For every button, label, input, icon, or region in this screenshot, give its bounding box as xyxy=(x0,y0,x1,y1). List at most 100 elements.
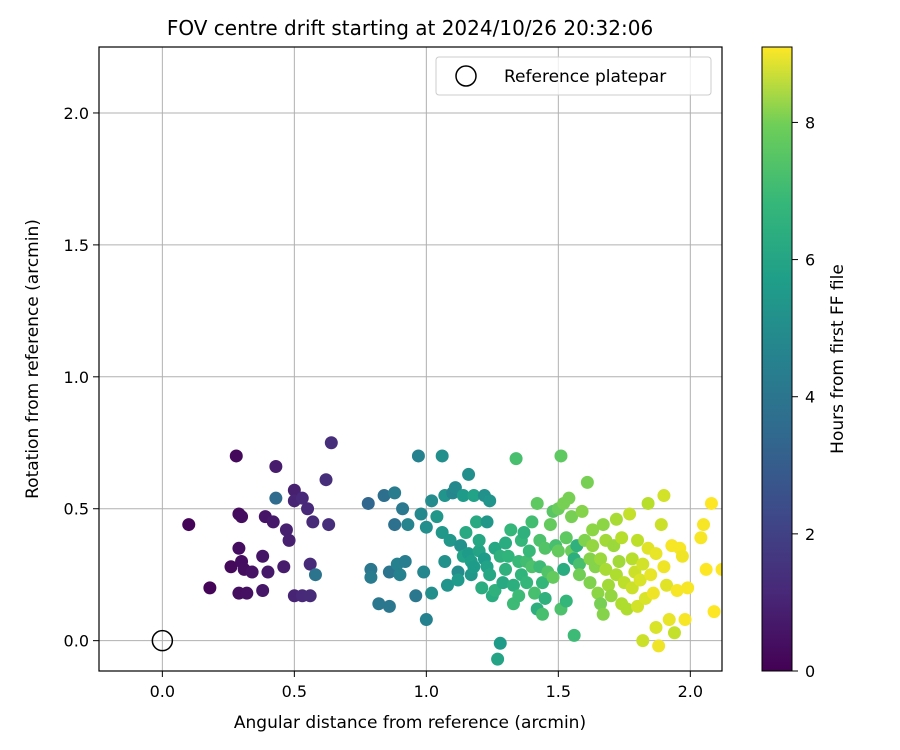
x-tick-label: 0.0 xyxy=(150,682,175,701)
data-point xyxy=(591,586,605,600)
data-point xyxy=(303,589,317,603)
data-point xyxy=(454,539,468,553)
data-point xyxy=(649,547,663,561)
data-point xyxy=(435,525,449,539)
plot-frame xyxy=(98,46,723,672)
data-point xyxy=(245,565,259,579)
data-point xyxy=(631,599,645,613)
data-point xyxy=(543,518,557,532)
data-point xyxy=(525,515,539,529)
colorbar-gradient xyxy=(761,46,793,672)
legend-label: Reference platepar xyxy=(504,67,666,87)
data-point xyxy=(501,549,515,563)
data-point xyxy=(240,586,254,600)
data-point xyxy=(652,639,666,653)
data-point xyxy=(704,496,718,510)
data-point xyxy=(235,510,249,524)
data-point xyxy=(440,578,454,592)
data-point xyxy=(364,570,378,584)
data-point xyxy=(609,512,623,526)
x-axis-ticks: 0.0 0.5 1.0 1.5 2.0 xyxy=(150,671,703,701)
data-point xyxy=(599,562,613,576)
data-point xyxy=(499,536,513,550)
data-point xyxy=(496,576,510,590)
data-point xyxy=(382,565,396,579)
data-point xyxy=(483,494,497,508)
data-point xyxy=(469,515,483,529)
data-point xyxy=(279,523,293,537)
data-point xyxy=(182,518,196,532)
legend-box xyxy=(435,56,712,96)
data-point xyxy=(319,473,333,487)
y-tick-label: 1.5 xyxy=(64,236,89,255)
data-point xyxy=(562,491,576,505)
data-point xyxy=(491,652,505,666)
data-point xyxy=(517,525,531,539)
colorbar-tick-label: 2 xyxy=(805,525,815,544)
data-point xyxy=(594,552,608,566)
data-point xyxy=(322,518,336,532)
y-tick-label: 0.5 xyxy=(64,500,89,519)
data-point xyxy=(438,555,452,569)
colorbar-tick-label: 8 xyxy=(805,113,815,132)
data-point xyxy=(660,578,674,592)
data-point xyxy=(612,555,626,569)
data-point xyxy=(559,594,573,608)
data-point xyxy=(411,449,425,463)
data-point xyxy=(580,475,594,489)
data-point xyxy=(636,634,650,648)
legend: Reference platepar xyxy=(435,56,712,96)
y-tick-label: 2.0 xyxy=(64,104,89,123)
data-point xyxy=(261,565,275,579)
data-point xyxy=(633,573,647,587)
data-point xyxy=(596,518,610,532)
data-point xyxy=(675,549,689,563)
colorbar: 0 2 4 6 8 Hours from first FF file xyxy=(761,46,848,681)
data-point xyxy=(483,568,497,582)
data-point xyxy=(654,518,668,532)
x-tick-label: 1.0 xyxy=(414,682,439,701)
data-point xyxy=(435,449,449,463)
data-point xyxy=(256,549,270,563)
data-point xyxy=(572,568,586,582)
data-point xyxy=(646,586,660,600)
data-point xyxy=(277,560,291,574)
colorbar-tick-label: 0 xyxy=(805,662,815,681)
y-axis-ticks: 0.0 0.5 1.0 1.5 2.0 xyxy=(64,104,99,651)
x-tick-label: 1.5 xyxy=(546,682,571,701)
y-tick-label: 1.0 xyxy=(64,368,89,387)
data-point xyxy=(604,589,618,603)
data-point xyxy=(229,449,243,463)
data-point xyxy=(266,515,280,529)
data-point xyxy=(586,523,600,537)
data-point xyxy=(488,584,502,598)
chart-title: FOV centre drift starting at 2024/10/26 … xyxy=(167,16,653,40)
data-point xyxy=(224,560,238,574)
data-point xyxy=(625,552,639,566)
data-point xyxy=(607,539,621,553)
data-point xyxy=(528,586,542,600)
data-point xyxy=(546,570,560,584)
data-point xyxy=(419,520,433,534)
data-point xyxy=(414,507,428,521)
data-point xyxy=(506,578,520,592)
data-point xyxy=(306,515,320,529)
data-point xyxy=(443,533,457,547)
data-point xyxy=(398,555,412,569)
data-point xyxy=(681,581,695,595)
data-point xyxy=(520,576,534,590)
data-point xyxy=(467,560,481,574)
data-point xyxy=(694,531,708,545)
data-point xyxy=(287,483,301,497)
data-point xyxy=(620,602,634,616)
colorbar-tick-label: 4 xyxy=(805,388,815,407)
x-axis-label: Angular distance from reference (arcmin) xyxy=(234,713,586,733)
data-point xyxy=(475,581,489,595)
data-point xyxy=(522,544,536,558)
data-point xyxy=(448,481,462,495)
data-point xyxy=(512,589,526,603)
data-point xyxy=(535,607,549,621)
data-point xyxy=(467,489,481,503)
colorbar-tick-label: 6 xyxy=(805,251,815,270)
